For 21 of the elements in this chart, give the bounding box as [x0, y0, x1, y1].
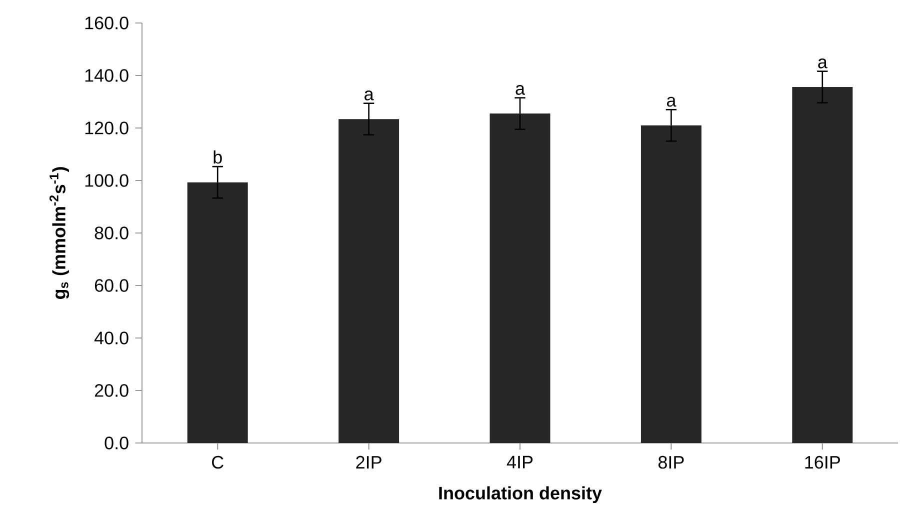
- x-tick-label: 16IP: [805, 456, 840, 469]
- x-tick-label: C: [212, 456, 224, 469]
- y-axis-title: g$_{s}$ (mmolm$^{-2}$s$^{-1}$): [50, 167, 70, 299]
- y-tick-label: 0.0: [104, 436, 128, 450]
- y-tick-label: 20.0: [94, 384, 128, 397]
- annotation: a: [364, 90, 374, 100]
- y-tick-label: 120.0: [85, 122, 128, 134]
- y-tick-label: 40.0: [94, 332, 128, 344]
- y-tick-label: 60.0: [94, 279, 128, 292]
- annotation: a: [818, 58, 828, 68]
- x-tick-label: 2IP: [356, 456, 382, 468]
- y-tick-label: 100.0: [85, 174, 128, 187]
- y-tick-label: 80.0: [94, 226, 128, 240]
- annotation: b: [214, 150, 222, 164]
- y-tick-label: 140.0: [85, 69, 128, 82]
- annotation: a: [666, 96, 676, 107]
- y-tick-label: 160.0: [85, 16, 128, 30]
- x-tick-label: 8IP: [658, 456, 684, 469]
- annotation: a: [516, 85, 526, 95]
- x-tick-label: 4IP: [506, 456, 533, 468]
- x-axis-title: Inoculation density: [439, 486, 602, 504]
